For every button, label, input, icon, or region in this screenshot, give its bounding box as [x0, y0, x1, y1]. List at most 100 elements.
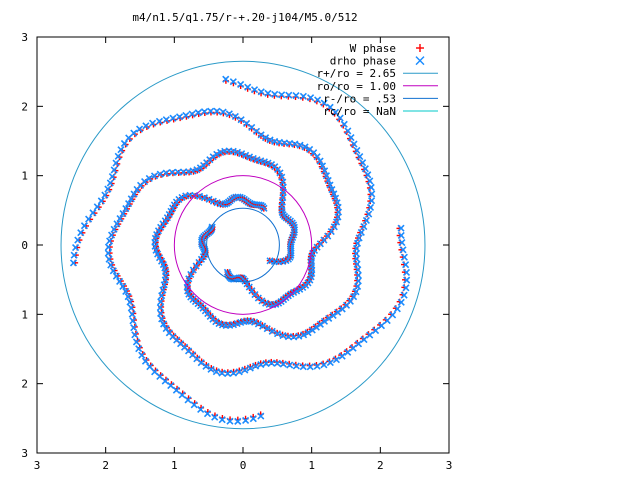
drho-phase-point — [110, 166, 118, 174]
drho-phase-point — [197, 405, 205, 414]
drho-phase-point — [325, 314, 333, 322]
legend-entry: W phase — [350, 42, 424, 55]
drho-phase-point — [89, 209, 97, 217]
drho-phase-point — [80, 222, 89, 230]
drho-phase-point — [320, 99, 328, 107]
drho-phase-point — [355, 234, 363, 242]
drho-phase-point — [242, 151, 250, 159]
drho-phase-point — [299, 363, 307, 371]
drho-phase-point — [301, 143, 309, 151]
drho-phase-point — [117, 146, 125, 154]
drho-phase-point — [292, 91, 300, 100]
drho-phase-point — [237, 116, 245, 124]
drho-phase-point — [77, 229, 85, 237]
drho-phase-point — [101, 191, 109, 199]
drho-phase-point — [162, 116, 170, 124]
drho-phase-point — [122, 204, 130, 213]
drho-phase-point — [218, 369, 226, 377]
drho-phase-point — [403, 276, 411, 284]
drho-phase-point — [364, 171, 372, 179]
drho-phase-point — [350, 140, 358, 148]
drho-phase-point — [279, 332, 287, 340]
drho-phase-point — [237, 80, 245, 88]
legend-label: drho phase — [330, 55, 396, 68]
drho-phase-point — [359, 159, 367, 167]
drho-phase-point — [168, 168, 176, 177]
drho-phase-point — [85, 215, 93, 223]
drho-phase-point — [276, 169, 284, 177]
drho-phase-point — [238, 150, 246, 158]
drho-phase-point — [160, 320, 168, 328]
drho-phase-point — [158, 292, 166, 300]
drho-phase-point — [244, 83, 252, 91]
drho-phase-point — [252, 362, 260, 370]
drho-phase-point — [340, 120, 348, 128]
drho-phase-point — [194, 109, 202, 117]
drho-phase-point — [219, 108, 227, 116]
drho-phase-point — [106, 237, 114, 245]
drho-phase-point — [308, 326, 316, 334]
drho-phase-point — [243, 119, 251, 128]
drho-phase-point — [336, 114, 344, 122]
drho-phase-point — [249, 415, 257, 423]
drho-phase-point — [278, 91, 286, 99]
drho-phase-point — [307, 94, 315, 102]
drho-phase-point — [320, 361, 328, 369]
drho-phase-point — [306, 363, 314, 371]
drho-phase-point — [299, 92, 307, 100]
drho-phase-point — [188, 110, 196, 118]
drho-phase-point — [200, 108, 209, 116]
drho-phase-point — [205, 195, 213, 203]
x-tick-label: 2 — [377, 459, 384, 472]
drho-phase-point — [365, 210, 373, 218]
drho-phase-point — [399, 246, 407, 254]
legend-entry: ro/ro = 1.00 — [317, 80, 438, 93]
x-tick-label: 2 — [102, 459, 109, 472]
drho-phase-point — [149, 119, 157, 127]
drho-phase-point — [360, 335, 368, 344]
drho-phase-point — [344, 127, 352, 135]
drho-phase-point — [200, 194, 209, 202]
y-tick-label: 2 — [21, 100, 28, 113]
circle-1 — [173, 175, 313, 315]
drho-phase-point — [106, 179, 114, 187]
drho-phase-point — [296, 141, 304, 149]
drho-phase-point — [145, 174, 153, 182]
drho-phase-point — [136, 125, 144, 133]
drho-phase-point — [175, 113, 184, 121]
drho-phase-point — [249, 154, 257, 162]
drho-phase-point — [398, 239, 406, 247]
drho-phase-point — [273, 330, 282, 338]
drho-phase-point — [372, 326, 380, 335]
drho-phase-point — [353, 239, 362, 247]
legend-label: rc/ro = NaN — [323, 105, 396, 118]
drho-phase-point — [400, 291, 408, 299]
drho-phase-point — [266, 136, 274, 144]
drho-phase-point — [112, 272, 120, 280]
y-tick-label: 1 — [21, 308, 28, 321]
drho-phase-point — [104, 243, 113, 251]
drho-phase-point — [172, 386, 180, 394]
drho-phase-point — [377, 322, 386, 330]
drho-phase-point — [130, 324, 138, 332]
drho-phase-point — [169, 114, 177, 122]
drho-phase-point — [402, 261, 410, 269]
drho-phase-point — [142, 122, 150, 130]
drho-phase-point — [402, 284, 410, 292]
drho-phase-point — [241, 366, 249, 374]
drho-phase-point — [320, 317, 329, 325]
drho-phase-point — [226, 417, 234, 425]
drho-phase-point — [353, 146, 361, 154]
drho-phase-point — [300, 331, 308, 339]
drho-phase-point — [180, 168, 188, 176]
drho-phase-point — [250, 318, 259, 326]
drho-phase-point — [133, 185, 141, 194]
drho-phase-point — [159, 286, 167, 294]
drho-phase-point — [368, 197, 376, 205]
drho-phase-point — [128, 310, 136, 318]
drho-phase-point — [292, 362, 300, 370]
drho-phase-point — [367, 183, 375, 191]
drho-phase-point — [218, 416, 226, 424]
